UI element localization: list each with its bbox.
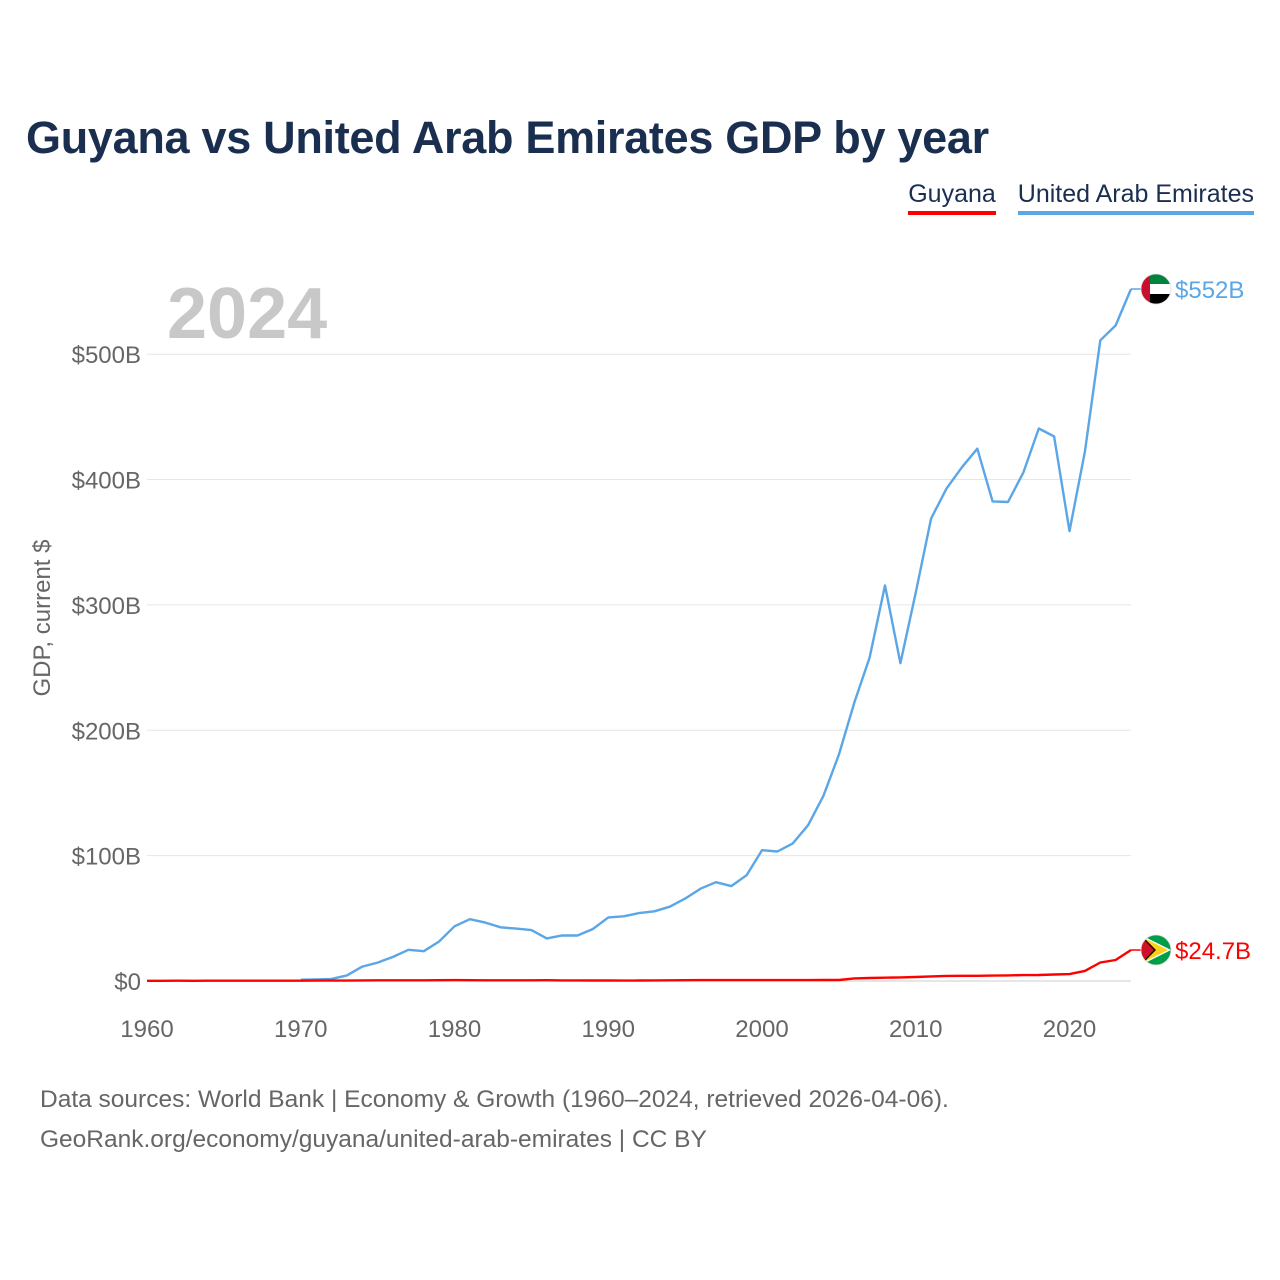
legend-item-uae[interactable]: United Arab Emirates	[1017, 180, 1254, 215]
end-value-label-united-arab-emirates: $552B	[1175, 277, 1244, 304]
y-tick-label: $400B	[72, 468, 141, 495]
series-line-united-arab-emirates	[300, 288, 1133, 981]
x-tick-label: 2000	[735, 1016, 788, 1043]
y-tick-label: $0	[114, 969, 141, 996]
uae-flag-icon	[1140, 273, 1172, 305]
gridlines	[147, 353, 1131, 982]
x-tick-label: 1990	[582, 1016, 635, 1043]
y-tick-label: $200B	[72, 718, 141, 745]
x-axis-ticks: 1960 1970 1980 1990 2000 2010 2020	[120, 1016, 1096, 1043]
series-end-markers: $552B $24.7B	[1131, 273, 1251, 966]
x-tick-label: 1970	[274, 1016, 327, 1043]
y-tick-label: $300B	[72, 593, 141, 620]
year-watermark: 2024	[167, 274, 327, 354]
footer: Data sources: World Bank | Economy & Gro…	[40, 1080, 949, 1160]
x-tick-label: 1980	[428, 1016, 481, 1043]
y-tick-label: $100B	[72, 844, 141, 871]
footer-sources: Data sources: World Bank | Economy & Gro…	[40, 1086, 949, 1113]
x-tick-label: 2010	[889, 1016, 942, 1043]
series-line-guyana	[147, 948, 1132, 982]
x-tick-label: 2020	[1043, 1016, 1096, 1043]
legend-item-guyana[interactable]: Guyana	[908, 180, 996, 215]
x-tick-label: 1960	[120, 1016, 173, 1043]
footer-link[interactable]: GeoRank.org/economy/guyana/united-arab-e…	[40, 1126, 707, 1153]
end-value-label-guyana: $24.7B	[1175, 938, 1251, 965]
y-axis-label: GDP, current $	[29, 540, 56, 697]
guyana-flag-icon	[1140, 934, 1172, 966]
chart-title: Guyana vs United Arab Emirates GDP by ye…	[26, 112, 989, 163]
y-tick-label: $500B	[72, 342, 141, 369]
series-lines	[147, 288, 1133, 982]
legend: Guyana United Arab Emirates	[908, 180, 1254, 215]
gdp-line-chart: $0 $100B $200B $300B $400B $500B 1960 1970 1980…	[29, 273, 1251, 1043]
y-axis-ticks: $0 $100B $200B $300B $400B $500B	[72, 342, 141, 996]
